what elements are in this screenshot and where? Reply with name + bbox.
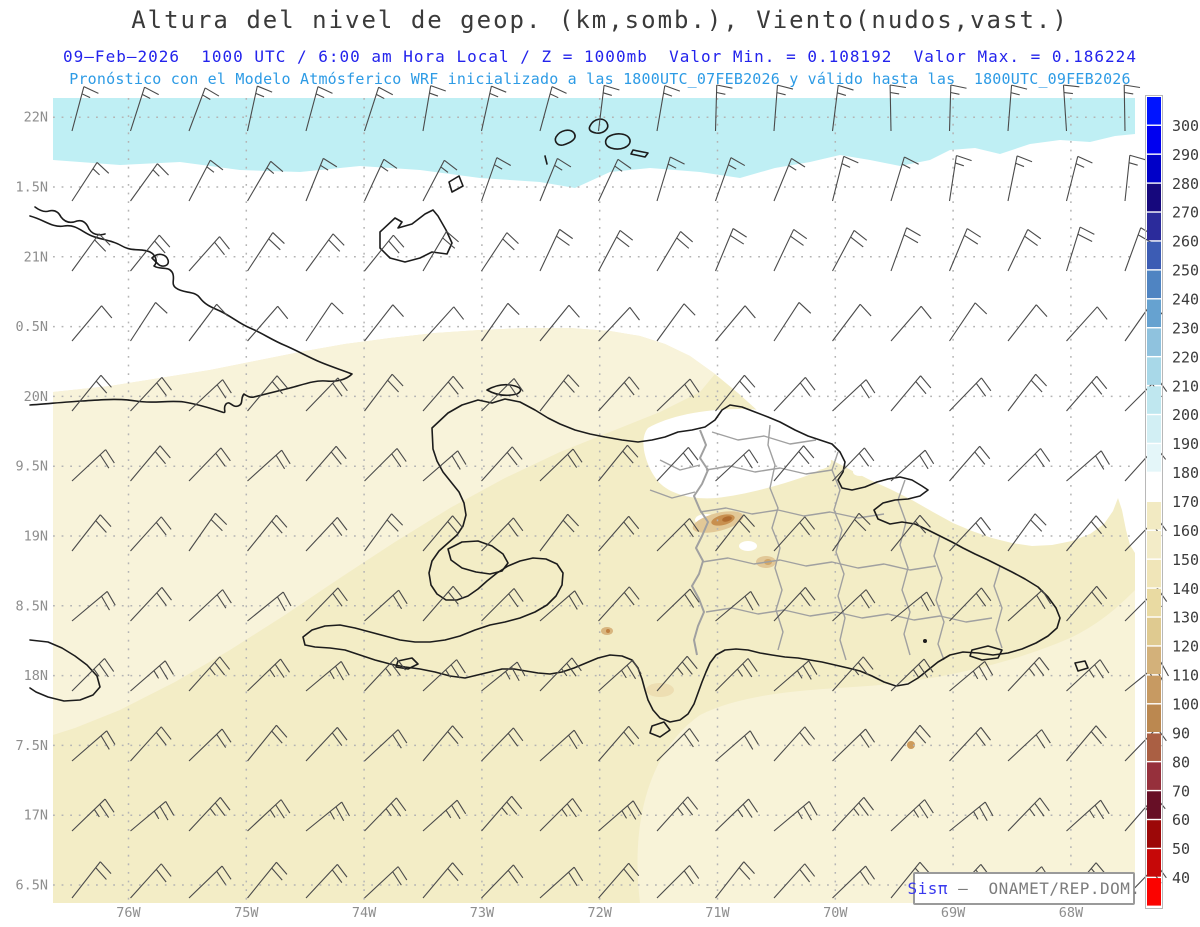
svg-text:190: 190: [1172, 435, 1199, 453]
svg-text:250: 250: [1172, 262, 1199, 280]
svg-text:70W: 70W: [823, 905, 848, 921]
svg-text:300: 300: [1172, 117, 1199, 135]
svg-text:230: 230: [1172, 319, 1199, 337]
svg-text:76W: 76W: [116, 905, 141, 921]
svg-text:240: 240: [1172, 291, 1199, 309]
svg-text:20N: 20N: [24, 389, 48, 405]
svg-text:71W: 71W: [705, 905, 730, 921]
svg-text:17N: 17N: [24, 808, 48, 824]
province-borders: [649, 424, 1003, 661]
svg-text:270: 270: [1172, 204, 1199, 222]
coast-inagua: [379, 209, 453, 263]
coastlines: [29, 118, 1089, 738]
svg-text:68W: 68W: [1059, 905, 1084, 921]
cyan-shade: [53, 98, 1135, 188]
svg-text:75W: 75W: [234, 905, 259, 921]
svg-text:150: 150: [1172, 551, 1199, 569]
svg-text:7.5N: 7.5N: [15, 738, 48, 754]
branding-org-label: – ONAMET/REP.DOM.: [948, 879, 1141, 898]
svg-text:18N: 18N: [24, 668, 48, 684]
map-title: Altura del nivel de geop. (km,somb.), Vi…: [131, 6, 1069, 34]
svg-text:180: 180: [1172, 464, 1199, 482]
svg-text:210: 210: [1172, 377, 1199, 395]
svg-text:200: 200: [1172, 406, 1199, 424]
svg-text:290: 290: [1172, 146, 1199, 164]
svg-text:130: 130: [1172, 609, 1199, 627]
map-subtitle-datetime: 09–Feb–2026 1000 UTC / 6:00 am Hora Loca…: [63, 47, 1137, 66]
svg-text:80: 80: [1172, 753, 1190, 771]
svg-text:9.5N: 9.5N: [15, 459, 48, 475]
branding-sis-logo: Sisπ: [907, 879, 948, 898]
coast-jamaica: [29, 639, 101, 702]
svg-text:22N: 22N: [24, 110, 48, 126]
svg-text:21N: 21N: [24, 249, 48, 265]
svg-text:1.5N: 1.5N: [15, 180, 48, 196]
svg-text:110: 110: [1172, 667, 1199, 685]
svg-text:160: 160: [1172, 522, 1199, 540]
svg-text:40: 40: [1172, 869, 1190, 887]
branding-box: Sisπ – ONAMET/REP.DOM.: [907, 872, 1140, 905]
map-subtitle-model: Pronóstico con el Modelo Atmósferico WRF…: [69, 70, 1131, 88]
svg-text:120: 120: [1172, 638, 1199, 656]
svg-text:0.5N: 0.5N: [15, 319, 48, 335]
svg-text:260: 260: [1172, 233, 1199, 251]
shading-field: [53, 98, 1135, 903]
axis-tick-labels: 22N 1.5N 21N 0.5N 20N 9.5N 19N 8.5N 18N 7.5N 17N 6.…: [15, 110, 1083, 921]
svg-text:140: 140: [1172, 580, 1199, 598]
svg-text:19N: 19N: [24, 529, 48, 545]
svg-text:170: 170: [1172, 493, 1199, 511]
svg-text:90: 90: [1172, 724, 1190, 742]
wind-barbs: [71, 84, 1169, 899]
graticule-gridlines: [53, 98, 1135, 903]
svg-text:74W: 74W: [352, 905, 377, 921]
svg-text:280: 280: [1172, 175, 1199, 193]
svg-text:100: 100: [1172, 696, 1199, 714]
svg-text:70: 70: [1172, 782, 1190, 800]
svg-text:220: 220: [1172, 348, 1199, 366]
svg-text:6.5N: 6.5N: [15, 878, 48, 894]
svg-text:72W: 72W: [588, 905, 613, 921]
coast-cuba: [29, 215, 353, 414]
svg-text:69W: 69W: [941, 905, 966, 921]
colorbar-legend: 300 290 280 270 260 250 240 230 220 210 200 190 180 1…: [1145, 95, 1199, 909]
svg-text:73W: 73W: [470, 905, 495, 921]
svg-text:8.5N: 8.5N: [15, 598, 48, 614]
svg-text:50: 50: [1172, 840, 1190, 858]
coast-hispaniola: [302, 398, 1061, 723]
svg-text:60: 60: [1172, 811, 1190, 829]
